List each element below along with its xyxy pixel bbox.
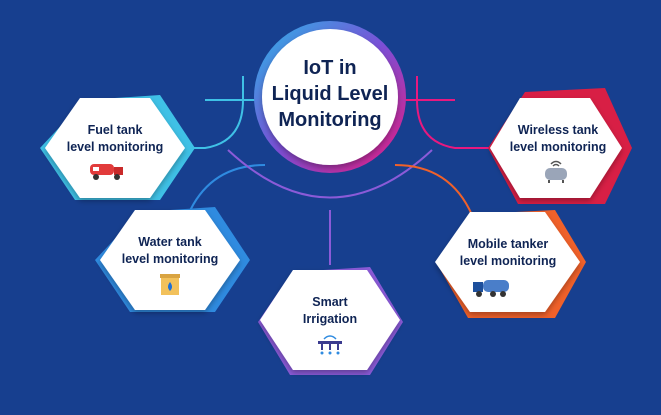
water-tank-icon xyxy=(160,274,180,295)
hex-body xyxy=(260,270,400,370)
hex-body xyxy=(490,98,622,198)
connector-irrigation-arc xyxy=(227,149,433,199)
node-mobile-tanker xyxy=(435,210,586,318)
center-node xyxy=(254,21,406,173)
mobile-tanker-truck-icon xyxy=(473,280,509,297)
connector-mobile xyxy=(394,164,473,216)
node-smart-irrigation xyxy=(258,267,403,375)
hex-body xyxy=(45,98,185,198)
connector-wireless xyxy=(416,76,508,149)
wireless-tank-icon xyxy=(545,160,567,183)
connector-water xyxy=(187,164,266,216)
hex-body xyxy=(100,210,240,310)
node-wireless-tank xyxy=(488,88,632,204)
hex-body xyxy=(435,212,580,312)
center-disc xyxy=(262,29,398,165)
node-water-tank xyxy=(95,207,250,312)
irrigation-sprinkler-icon xyxy=(318,335,342,355)
node-fuel-tank xyxy=(40,95,195,200)
fuel-tanker-truck-icon xyxy=(90,164,123,180)
